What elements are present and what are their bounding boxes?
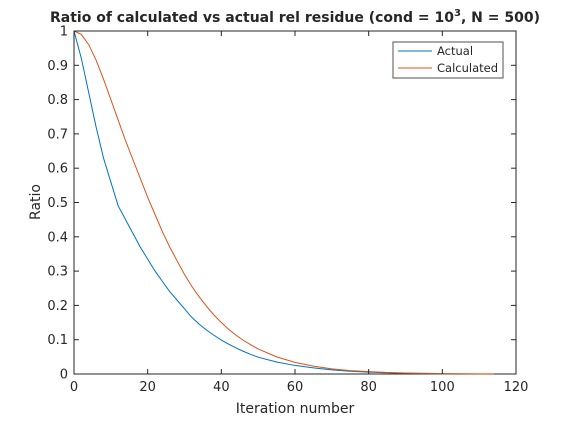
x-axis-label: Iteration number (236, 401, 355, 417)
x-tick-label: 120 (504, 380, 529, 395)
x-tick-label: 60 (287, 380, 304, 395)
legend-label-calculated: Calculated (437, 61, 498, 75)
y-tick-label: 0.9 (47, 59, 68, 74)
y-axis-label: Ratio (28, 184, 44, 220)
y-tick-label: 1 (60, 25, 68, 40)
y-tick-label: 0.7 (47, 127, 68, 142)
x-tick-label: 100 (430, 380, 455, 395)
x-tick-label: 80 (360, 380, 377, 395)
y-axis-ticks: 0 0.1 0.2 0.3 0.4 0.5 0.6 0.7 0.8 0.9 1 (47, 25, 516, 383)
chart-title-superscript: 3 (454, 8, 461, 19)
chart-title-main: Ratio of calculated vs actual rel residu… (50, 10, 454, 26)
y-tick-label: 0.8 (47, 93, 68, 108)
plot-area: 0 20 40 60 80 100 120 0 0.1 0.2 0.3 0.4 0.5 0.6 0.7 0.… (47, 25, 528, 396)
series-line-calculated (73, 30, 494, 375)
chart-title: Ratio of calculated vs actual rel residu… (50, 8, 540, 26)
series-line-actual (73, 30, 454, 375)
axes-box (73, 30, 517, 375)
x-tick-label: 0 (70, 380, 78, 395)
legend-label-actual: Actual (437, 44, 473, 58)
y-tick-label: 0.1 (47, 333, 68, 348)
y-tick-label: 0.5 (47, 196, 68, 211)
legend-box (392, 41, 504, 79)
y-tick-label: 0.3 (47, 265, 68, 280)
series-layer (73, 30, 494, 375)
x-tick-label: 20 (139, 380, 156, 395)
y-tick-label: 0.4 (47, 230, 68, 245)
y-tick-label: 0.2 (47, 299, 68, 314)
y-tick-label: 0.6 (47, 162, 68, 177)
y-tick-label: 0 (60, 368, 68, 383)
legend: Actual Calculated (392, 41, 504, 79)
x-axis-ticks: 0 20 40 60 80 100 120 (70, 31, 529, 395)
x-tick-label: 40 (213, 380, 230, 395)
chart-title-suffix: , N = 500) (461, 10, 540, 26)
